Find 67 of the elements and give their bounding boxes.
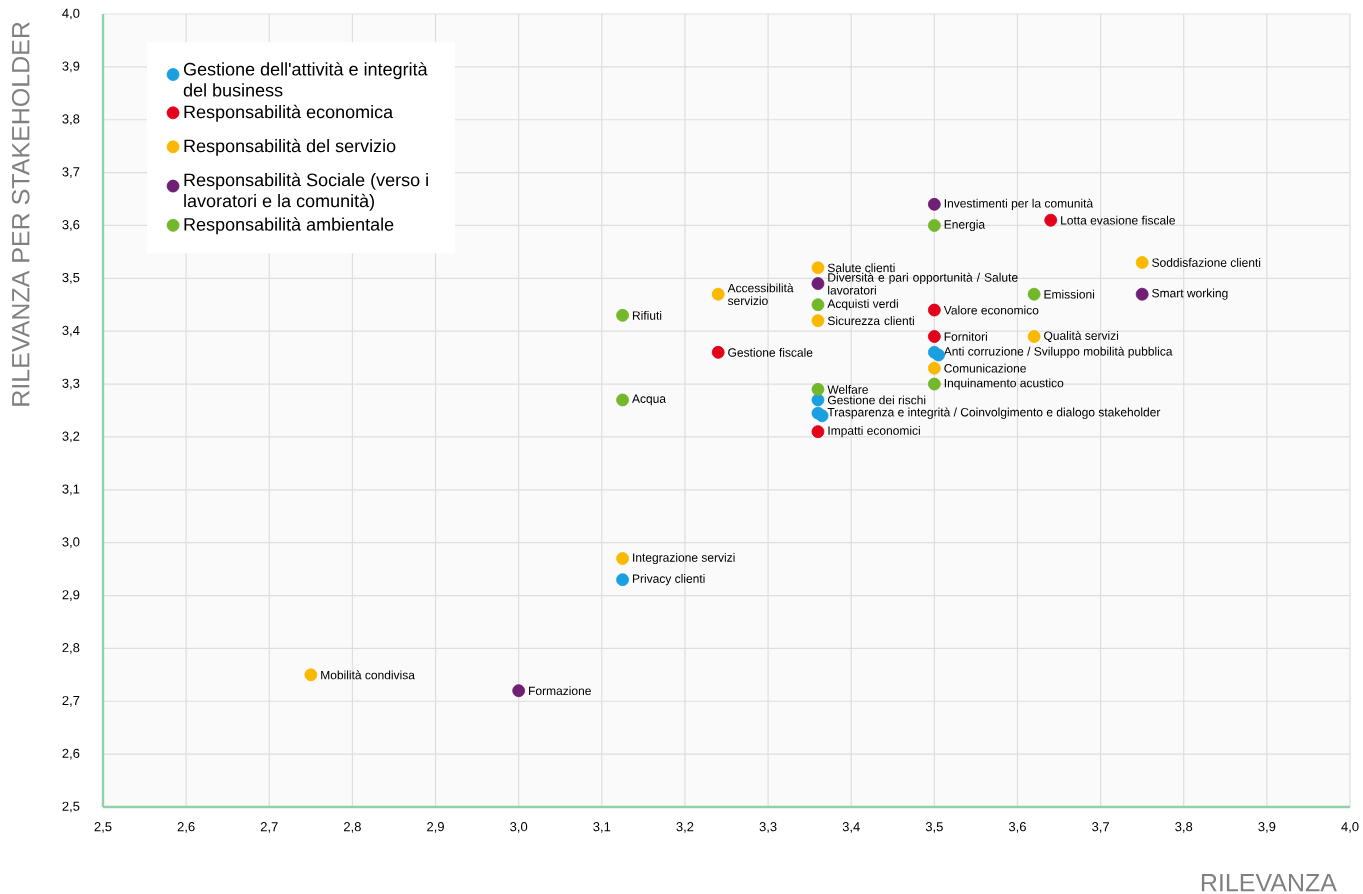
x-tick-label: 2,6 (177, 822, 195, 833)
annotation: Fornitori (944, 332, 987, 341)
annotation: Gestione fiscale (728, 347, 813, 357)
legend-label: Responsabilità del servizio (184, 138, 396, 156)
annotation: Diversità e pari opportunità / Salute lavoratori (828, 272, 1018, 295)
annotation: Anti corruzione / Sviluppo mobilità pubblica (943, 346, 1173, 358)
x-tick-label: 4,0 (1341, 822, 1359, 833)
legend-label: Responsabilità Sociale (verso i lavoratori e la comunità) (184, 172, 428, 211)
y-tick-label: 3,3 (62, 378, 80, 390)
y-tick-label: 3,4 (62, 325, 80, 337)
annotation: Acqua (632, 394, 667, 406)
annotation: Soddisfazione clienti (1152, 258, 1261, 267)
y-tick-label: 2,8 (62, 643, 80, 654)
annotation: Formazione (529, 686, 591, 696)
x-tick-label: 3,8 (1175, 822, 1193, 833)
y-tick-label: 2,7 (62, 695, 80, 707)
y-tick-label: 3,0 (62, 537, 80, 549)
annotation: Privacy clienti (632, 574, 705, 586)
x-tick-label: 2,8 (344, 822, 361, 833)
y-tick-label: 3,2 (62, 431, 80, 443)
annotation: Rifiuti (632, 310, 662, 320)
annotation: Valore economico (943, 305, 1039, 315)
x-tick-label: 3,3 (759, 822, 777, 833)
annotation: Salute clienti (827, 263, 895, 273)
annotation: Mobilità condivisa (321, 670, 415, 680)
y-tick-label: 2,6 (62, 748, 80, 760)
y-tick-label: 3,7 (62, 167, 80, 178)
y-tick-label: 3,9 (62, 61, 80, 73)
legend-label: Responsabilità ambientale (184, 217, 394, 235)
x-tick-label: 3,5 (925, 822, 943, 833)
x-tick-label: 3,7 (1092, 822, 1109, 833)
annotation: Integrazione servizi (633, 552, 735, 565)
x-tick-label: 3,4 (842, 822, 860, 833)
x-tick-label: 3,0 (510, 822, 528, 833)
x-axis-title: RILEVANZA (1201, 874, 1337, 892)
annotation: Smart working (1152, 288, 1228, 300)
annotation: Welfare (827, 384, 868, 394)
y-tick-label: 3,5 (62, 272, 80, 284)
annotation: Investimenti per la comunità (944, 198, 1094, 210)
annotation: Lotta evasione fiscale (1061, 215, 1175, 225)
x-tick-label: 2,9 (427, 822, 444, 833)
annotation: Comunicazione (944, 363, 1026, 373)
x-tick-label: 2,7 (260, 822, 278, 833)
x-tick-label: 2,5 (94, 822, 112, 833)
x-tick-label: 3,9 (1258, 822, 1276, 833)
x-tick-label: 3,6 (1008, 822, 1026, 833)
annotation: Gestione dei rischi (827, 395, 926, 405)
annotation: Inquinamento acustico (944, 378, 1064, 390)
x-tick-label: 3,2 (676, 822, 694, 833)
y-axis-title: RILEVANZA PER STAKEHOLDER (11, 22, 30, 406)
y-tick-label: 3,8 (62, 114, 80, 126)
annotation: Qualità servizi (1044, 330, 1119, 343)
annotation: Trasparenza e integrità / Coinvolgimento e dialogo stakeholder (827, 407, 1161, 419)
annotation: Impatti economici (828, 426, 920, 438)
y-tick-label: 3,6 (62, 220, 80, 231)
y-tick-label: 2,9 (62, 590, 80, 601)
annotation: Acquisti verdi (827, 299, 898, 311)
y-tick-label: 4,0 (62, 8, 80, 20)
y-tick-label: 3,1 (62, 484, 80, 496)
annotation: Accessibilità servizio (727, 283, 794, 306)
annotation: Sicurezza clienti (827, 316, 914, 326)
y-tick-label: 2,5 (62, 801, 80, 813)
legend-label: Gestione dell'attività e integrità del business (183, 62, 428, 97)
annotation: Emissioni (1044, 289, 1095, 299)
x-tick-label: 3,1 (593, 822, 611, 833)
annotation: Energia (944, 219, 986, 232)
legend-label: Responsabilità economica (184, 104, 394, 122)
